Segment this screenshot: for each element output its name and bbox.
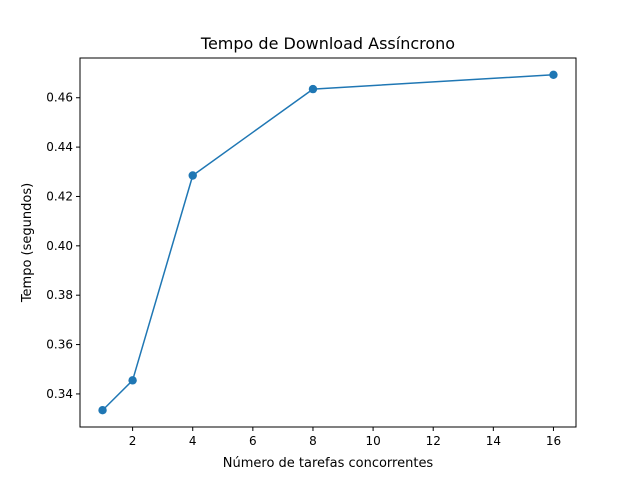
x-tick-label: 12: [426, 434, 441, 448]
data-point: [188, 171, 197, 180]
y-tick-label: 0.46: [46, 91, 73, 105]
series-layer: [98, 70, 558, 415]
x-tick-label: 6: [249, 434, 257, 448]
y-tick-label: 0.42: [46, 189, 73, 203]
axes-frame: [79, 57, 577, 428]
y-axis: 0.34 0.36 0.38 0.40 0.42 0.44 0.46: [46, 91, 80, 401]
chart-title: Tempo de Download Assíncrono: [200, 34, 455, 53]
x-tick-label: 10: [365, 434, 380, 448]
x-tick-label: 8: [309, 434, 317, 448]
y-tick-label: 0.44: [46, 140, 73, 154]
y-tick-label: 0.40: [46, 239, 73, 253]
x-axis: 2 4 6 8 10 12 14 16: [129, 427, 561, 448]
x-axis-label: Número de tarefas concorrentes: [223, 456, 434, 471]
data-point: [549, 70, 558, 79]
y-axis-label: Tempo (segundos): [20, 183, 35, 303]
y-tick-label: 0.38: [46, 288, 73, 302]
x-tick-label: 14: [486, 434, 501, 448]
x-tick-label: 4: [189, 434, 197, 448]
plot-area: 2 4 6 8 10 12 14 16 0.34 0.36 0.38 0.40 0.42 0.44 0.4…: [46, 57, 577, 448]
y-tick-label: 0.36: [46, 338, 73, 352]
data-point: [128, 376, 137, 385]
data-point: [308, 84, 318, 94]
data-point: [98, 406, 107, 415]
x-tick-label: 2: [129, 434, 137, 448]
y-tick-label: 0.34: [46, 387, 73, 401]
x-tick-label: 16: [546, 434, 561, 448]
